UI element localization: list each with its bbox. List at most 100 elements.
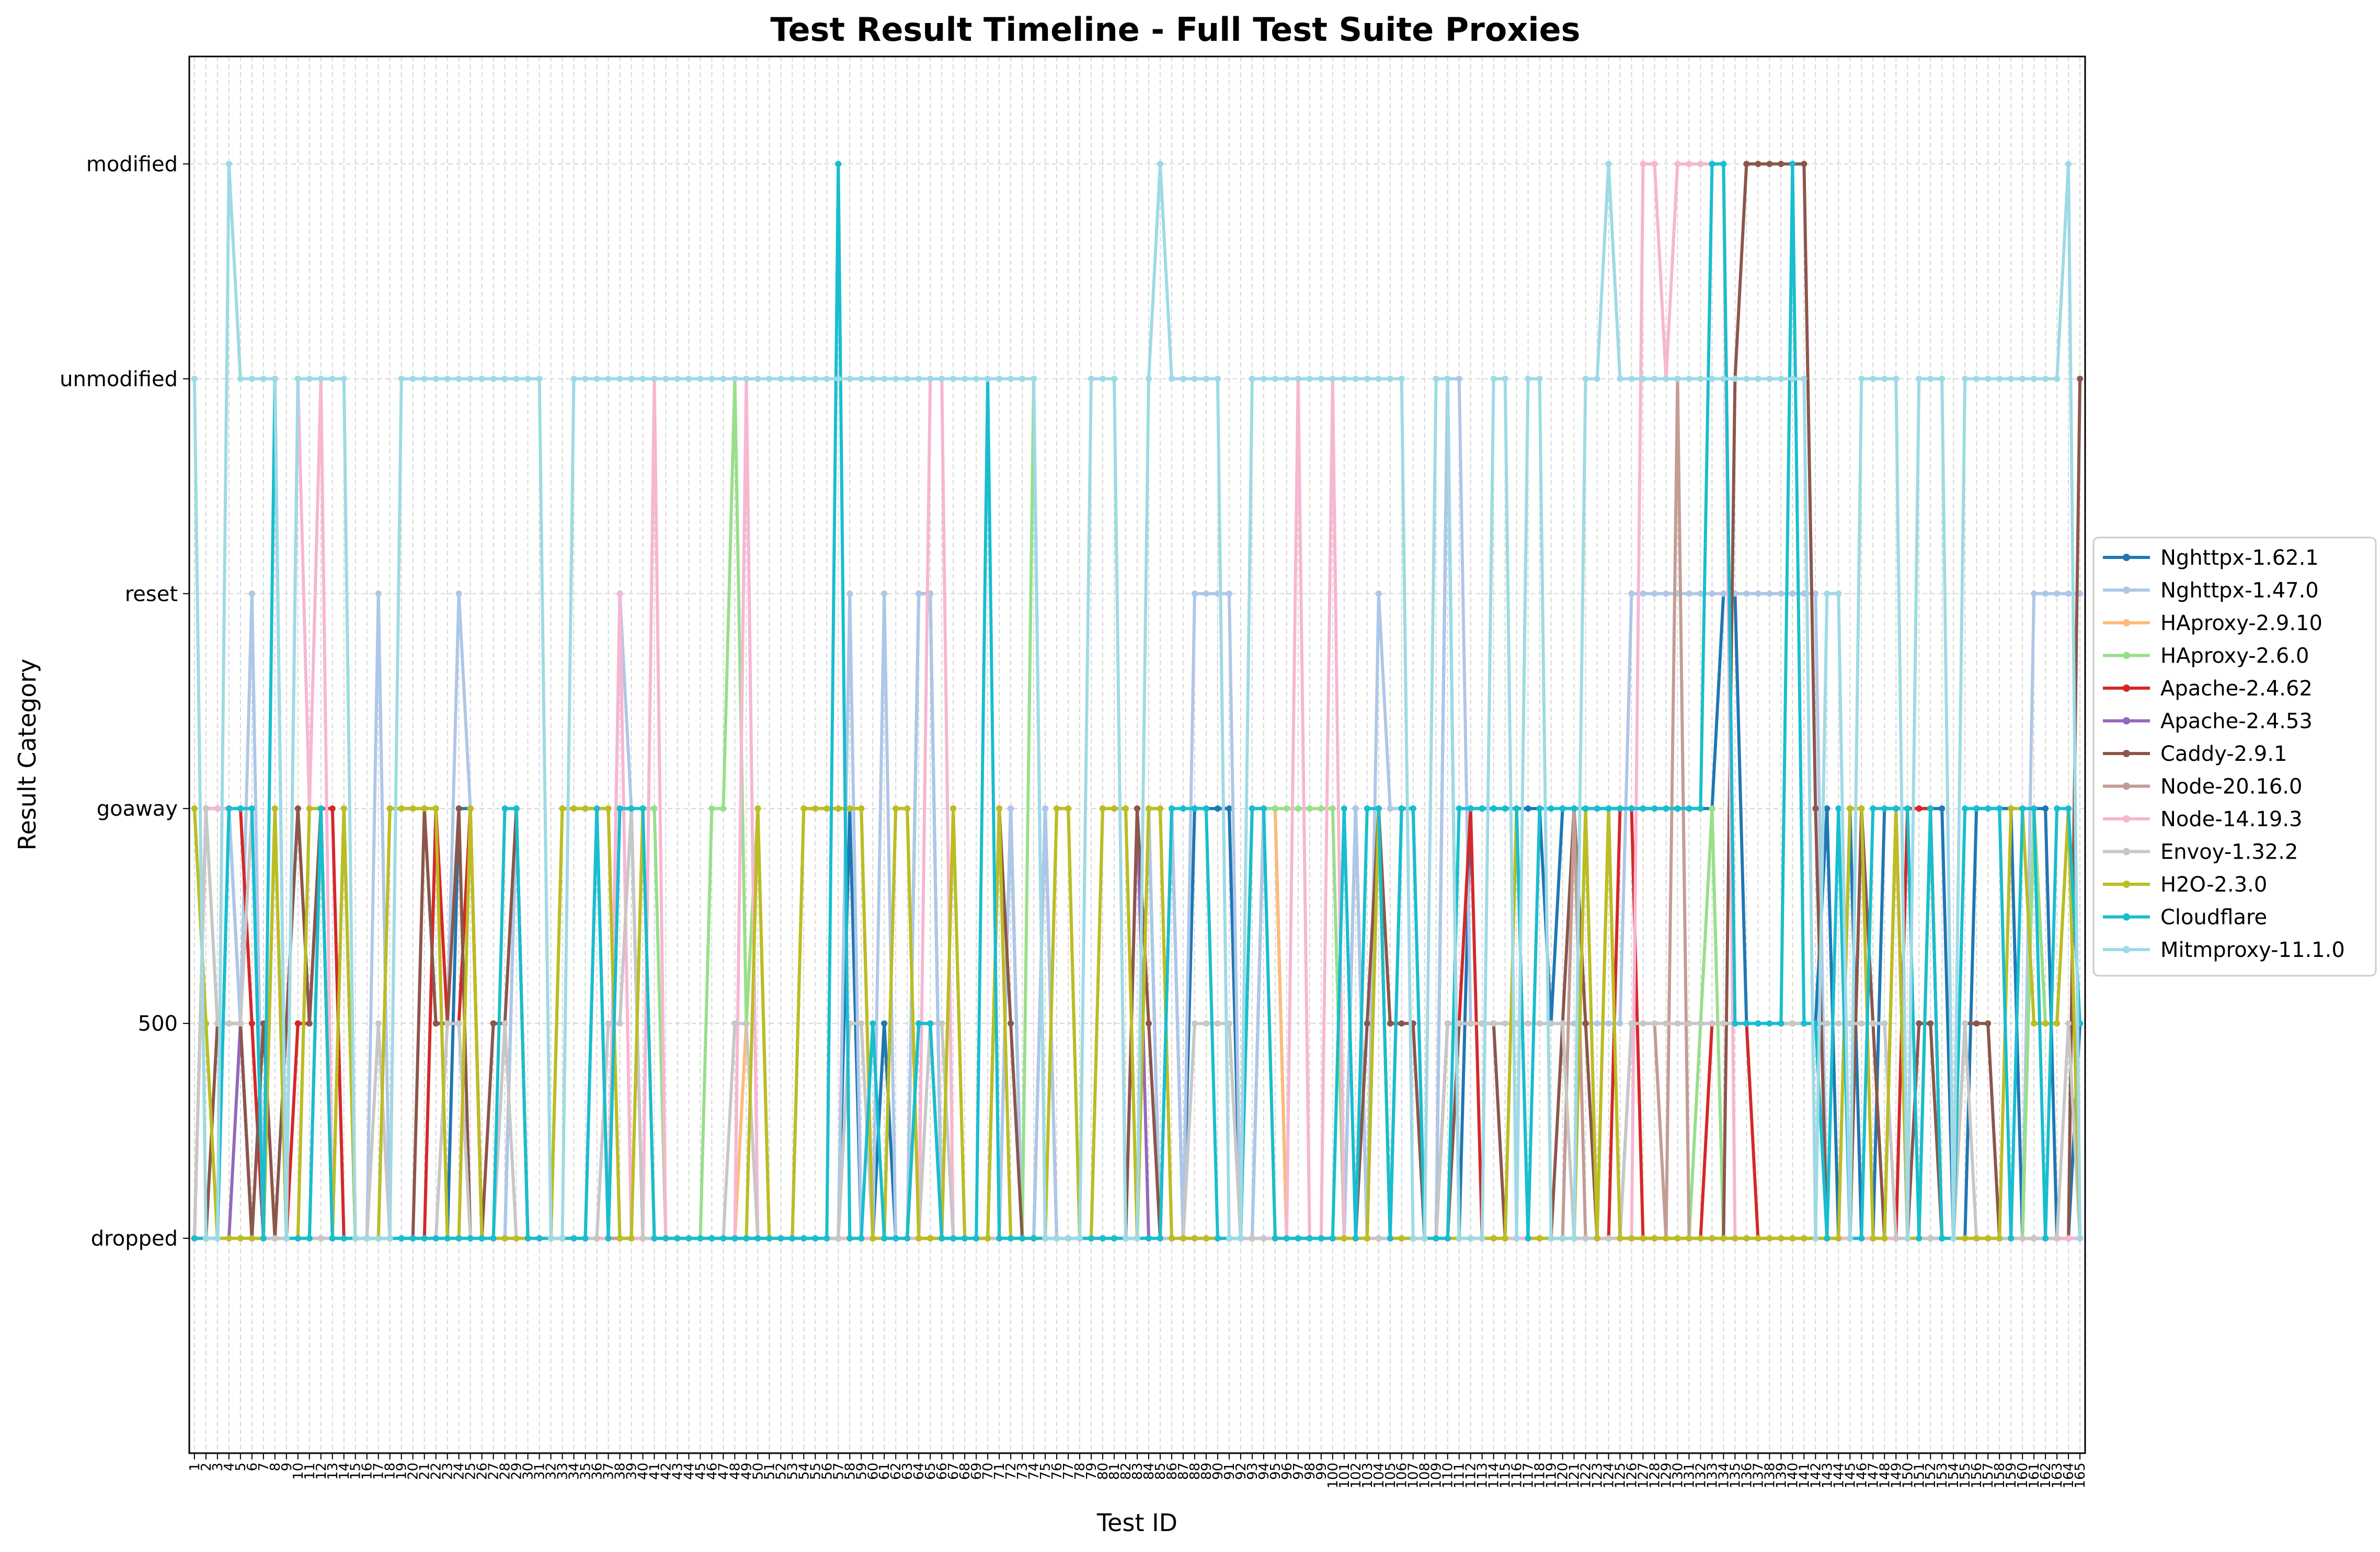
data-point [478,375,485,382]
data-point [1812,1235,1819,1242]
data-point [1329,805,1336,812]
x-tick-label: 21 [417,1463,433,1480]
data-point [421,1235,428,1242]
data-point [996,375,1003,382]
data-point [651,805,658,812]
x-tick-label: 18 [383,1463,398,1480]
data-point [1743,1020,1750,1027]
data-point [1663,805,1669,812]
data-point [1870,805,1876,812]
data-point [1709,805,1715,812]
data-point [1306,805,1313,812]
data-point [731,1235,738,1242]
data-point [1720,375,1727,382]
data-point [1548,1235,1554,1242]
data-point [1927,1235,1934,1242]
legend-marker [2123,946,2130,953]
data-point [789,375,796,382]
x-tick-label: 30 [521,1463,536,1480]
data-point [536,375,543,382]
data-point [1375,375,1382,382]
data-point [2054,590,2061,597]
x-tick-label: 62 [888,1463,904,1480]
x-tick-label: 135 [1727,1463,1743,1489]
data-point [1881,375,1888,382]
data-point [1916,1235,1923,1242]
x-tick-label: 69 [969,1463,985,1480]
data-point [340,1235,347,1242]
x-tick-label: 164 [2061,1463,2077,1489]
data-point [294,375,301,382]
data-point [409,1235,416,1242]
data-point [467,805,474,812]
data-point [191,805,198,812]
x-tick-label: 118 [1532,1463,1548,1489]
data-point [1525,375,1531,382]
legend-label: HAproxy-2.9.10 [2160,611,2322,635]
data-point [248,805,255,812]
data-point [789,1235,796,1242]
x-tick-label: 158 [1992,1463,2008,1489]
legend-marker [2123,619,2130,626]
data-point [881,1020,888,1027]
x-tick-label: 88 [1187,1463,1203,1480]
x-tick-label: 65 [923,1463,939,1480]
data-point [271,375,278,382]
legend-marker [2123,586,2130,594]
x-tick-label: 57 [831,1463,846,1480]
data-point [754,1235,761,1242]
y-tick-label: reset [125,582,178,606]
data-point [294,1235,301,1242]
data-point [1973,805,1980,812]
data-point [869,1020,876,1027]
x-tick-label: 97 [1291,1463,1307,1480]
data-point [2065,805,2072,812]
data-point [2065,1235,2072,1242]
data-point [237,1020,244,1027]
data-point [720,805,727,812]
data-point [697,1235,704,1242]
data-point [1226,805,1232,812]
data-point [1766,1020,1773,1027]
data-point [697,375,704,382]
data-point [1766,1235,1773,1242]
x-tick-label: 105 [1383,1463,1399,1489]
x-tick-label: 74 [1026,1463,1042,1480]
data-point [1686,161,1692,167]
legend-label: Nghttpx-1.47.0 [2160,579,2319,603]
legend-marker [2123,554,2130,561]
data-point [1100,1235,1106,1242]
x-tick-label: 103 [1360,1463,1376,1489]
data-point [904,805,911,812]
data-point [1709,161,1715,167]
data-point [1169,1235,1175,1242]
data-point [1387,805,1393,812]
data-point [1858,1020,1865,1027]
data-point [1329,1235,1336,1242]
legend-label: Caddy-2.9.1 [2160,742,2287,766]
data-point [1663,590,1669,597]
x-tick-label: 128 [1647,1463,1663,1489]
x-tick-label: 163 [2050,1463,2065,1489]
data-point [1065,1235,1072,1242]
data-point [191,1235,198,1242]
x-tick-label: 2 [199,1463,214,1471]
data-point [1157,1235,1163,1242]
x-tick-label: 76 [1049,1463,1065,1480]
data-point [294,805,301,812]
data-point [1893,1235,1900,1242]
data-point [271,1235,278,1242]
x-tick-label: 51 [762,1463,777,1480]
data-point [490,1235,497,1242]
data-point [1467,1235,1474,1242]
data-point [1191,805,1198,812]
x-tick-label: 48 [727,1463,743,1480]
data-point [455,1020,462,1027]
data-point [1870,1020,1876,1027]
data-point [927,1020,934,1027]
x-tick-label: 115 [1498,1463,1514,1489]
x-tick-label: 113 [1475,1463,1491,1489]
data-point [1755,1020,1761,1027]
data-point [2042,590,2049,597]
x-tick-label: 40 [635,1463,651,1480]
